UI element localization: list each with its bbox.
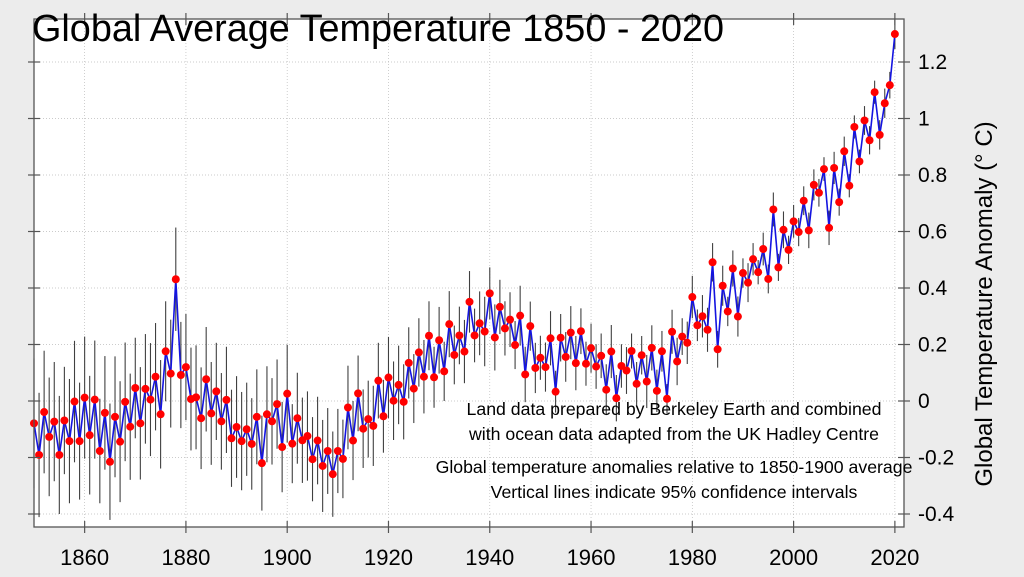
- svg-text:-0.4: -0.4: [918, 503, 955, 526]
- svg-text:1900: 1900: [263, 545, 312, 570]
- svg-text:0.6: 0.6: [918, 221, 947, 244]
- svg-text:1860: 1860: [60, 545, 109, 570]
- svg-text:0.8: 0.8: [918, 164, 947, 187]
- svg-text:0: 0: [918, 390, 930, 413]
- svg-text:1: 1: [918, 108, 930, 131]
- svg-text:1940: 1940: [465, 545, 514, 570]
- svg-text:0.2: 0.2: [918, 334, 947, 357]
- svg-text:2020: 2020: [870, 545, 919, 570]
- svg-text:1980: 1980: [668, 545, 717, 570]
- svg-text:1880: 1880: [161, 545, 210, 570]
- svg-text:2000: 2000: [769, 545, 818, 570]
- svg-text:1920: 1920: [364, 545, 413, 570]
- svg-text:1960: 1960: [567, 545, 616, 570]
- svg-text:-0.2: -0.2: [918, 447, 954, 470]
- svg-text:1.2: 1.2: [918, 51, 947, 74]
- svg-text:0.4: 0.4: [918, 277, 948, 300]
